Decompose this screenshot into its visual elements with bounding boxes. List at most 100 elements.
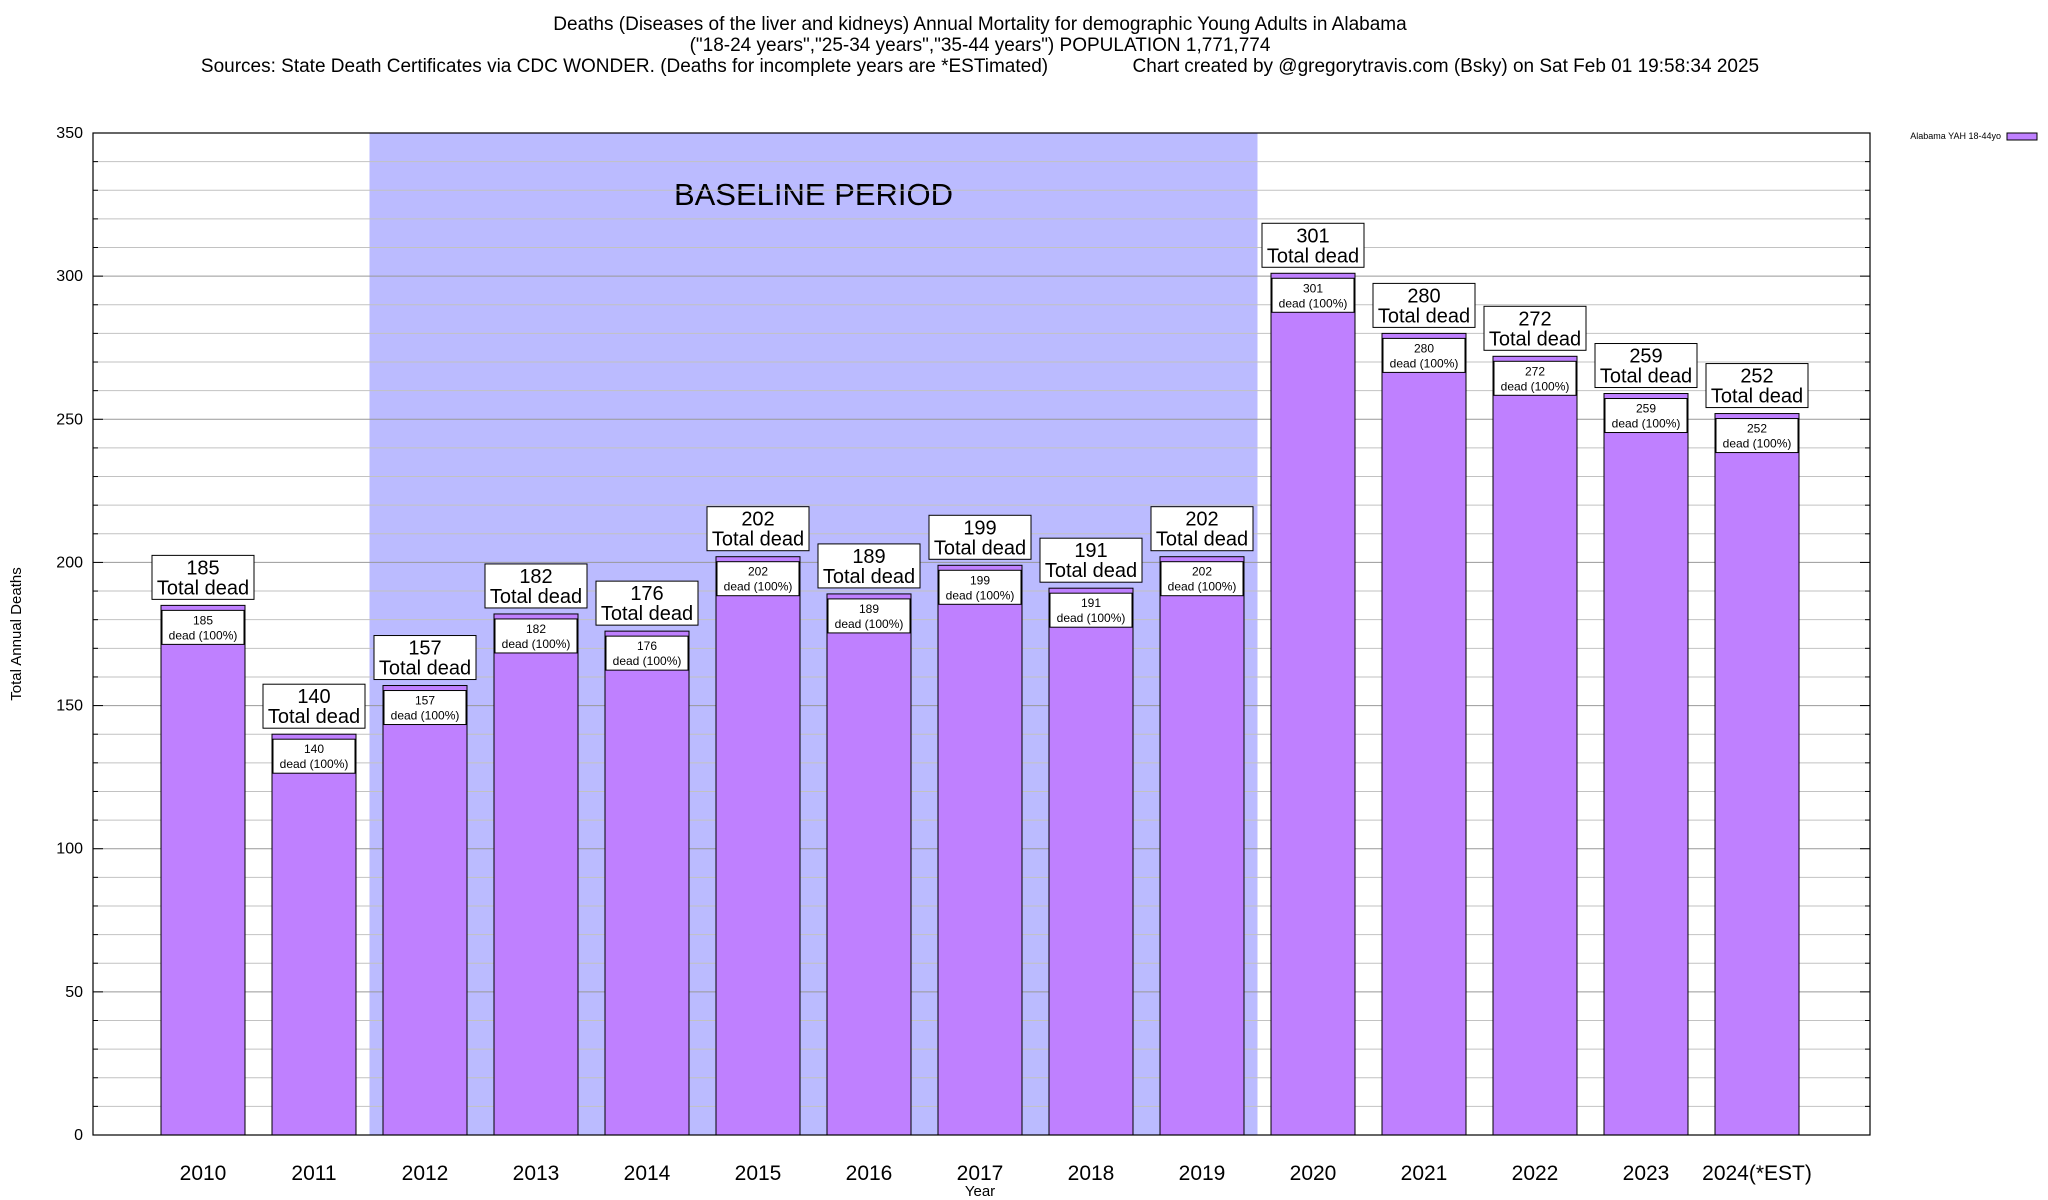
top-label-box — [262, 683, 366, 729]
x-tick-label: 2012 — [402, 1162, 449, 1185]
legend-label: Alabama YAH 18-44yo — [1910, 131, 2001, 141]
inner-value-label: 202 — [1192, 565, 1212, 579]
top-value-label: 189 — [852, 546, 885, 568]
top-value-label: 182 — [519, 566, 552, 588]
inner-caption-label: dead (100%) — [835, 617, 904, 631]
inner-label-box — [716, 561, 800, 597]
top-label-box — [1594, 343, 1698, 389]
inner-label-box — [1493, 360, 1577, 396]
inner-label-box — [1382, 337, 1466, 373]
plot-frame — [92, 132, 1871, 1136]
x-tick-label: 2011 — [291, 1162, 336, 1185]
x-tick-label: 2013 — [513, 1162, 560, 1185]
top-caption-label: Total dead — [1489, 328, 1581, 350]
top-caption-label: Total dead — [934, 537, 1026, 559]
top-label-box — [373, 635, 477, 681]
x-tick-label: 2022 — [1512, 1162, 1559, 1185]
top-caption-label: Total dead — [1045, 560, 1137, 582]
inner-caption-label: dead (100%) — [613, 654, 682, 668]
bar-2016 — [826, 593, 912, 1136]
top-label-box — [1705, 363, 1809, 409]
x-tick-label: 2010 — [180, 1162, 227, 1185]
x-tick-label: 2016 — [846, 1162, 893, 1185]
inner-label-box — [494, 618, 578, 654]
top-label-box — [595, 580, 699, 626]
inner-caption-label: dead (100%) — [1501, 379, 1570, 393]
inner-label-box — [827, 598, 911, 634]
inner-caption-label: dead (100%) — [724, 580, 793, 594]
top-label-box — [1483, 305, 1587, 351]
inner-caption-label: dead (100%) — [280, 757, 349, 771]
top-caption-label: Total dead — [490, 586, 582, 608]
inner-caption-label: dead (100%) — [502, 637, 571, 651]
top-value-label: 140 — [297, 686, 330, 708]
bar-2017 — [937, 564, 1023, 1136]
x-tick-label: 2018 — [1068, 1162, 1115, 1185]
inner-value-label: 176 — [637, 639, 657, 653]
top-value-label: 157 — [408, 638, 441, 660]
bar-2010 — [160, 604, 246, 1136]
inner-value-label: 157 — [415, 694, 435, 708]
chart-title-block: Deaths (Diseases of the liver and kidney… — [0, 14, 1960, 77]
top-label-box — [151, 554, 255, 600]
y-tick-label: 50 — [65, 984, 83, 1001]
inner-label-box — [1604, 398, 1688, 434]
inner-value-label: 189 — [859, 602, 879, 616]
top-value-label: 272 — [1518, 308, 1551, 330]
inner-value-label: 202 — [748, 565, 768, 579]
inner-caption-label: dead (100%) — [1279, 296, 1348, 310]
y-axis-title: Total Annual Deaths — [8, 567, 25, 700]
x-axis-title: Year — [965, 1183, 995, 1200]
top-value-label: 259 — [1629, 346, 1662, 368]
bar-2018 — [1048, 587, 1134, 1136]
top-value-label: 252 — [1740, 366, 1773, 388]
inner-value-label: 182 — [526, 622, 546, 636]
inner-caption-label: dead (100%) — [391, 709, 460, 723]
inner-label-box — [161, 609, 245, 645]
bar-2012 — [382, 685, 468, 1136]
bar-2020 — [1270, 272, 1356, 1136]
bar-2013 — [493, 613, 579, 1136]
top-caption-label: Total dead — [823, 566, 915, 588]
inner-label-box — [272, 738, 356, 774]
top-value-label: 176 — [630, 583, 663, 605]
top-label-box — [1039, 537, 1143, 583]
inner-label-box — [383, 690, 467, 726]
y-tick-label: 300 — [56, 268, 83, 285]
x-tick-label: 2015 — [735, 1162, 782, 1185]
top-caption-label: Total dead — [268, 706, 360, 728]
x-tick-label: 2020 — [1290, 1162, 1337, 1185]
top-label-box — [817, 543, 921, 589]
inner-caption-label: dead (100%) — [169, 628, 238, 642]
y-tick-label: 0 — [74, 1127, 83, 1144]
x-tick-label: 2021 — [1401, 1162, 1448, 1185]
top-value-label: 191 — [1074, 540, 1107, 562]
top-label-box — [928, 514, 1032, 560]
top-label-box — [1150, 506, 1254, 552]
top-value-label: 280 — [1407, 285, 1440, 307]
top-caption-label: Total dead — [379, 658, 471, 680]
top-caption-label: Total dead — [601, 603, 693, 625]
inner-label-box — [1715, 418, 1799, 454]
bar-2019 — [1159, 556, 1245, 1136]
bar-2015 — [715, 556, 801, 1136]
inner-value-label: 185 — [193, 613, 213, 627]
inner-caption-label: dead (100%) — [1168, 580, 1237, 594]
top-caption-label: Total dead — [1267, 245, 1359, 267]
top-label-box — [484, 563, 588, 609]
inner-label-box — [1049, 592, 1133, 628]
top-value-label: 185 — [186, 557, 219, 579]
inner-caption-label: dead (100%) — [1390, 356, 1459, 370]
top-caption-label: Total dead — [1711, 386, 1803, 408]
inner-value-label: 280 — [1414, 341, 1434, 355]
y-tick-label: 350 — [56, 125, 83, 142]
bar-2024(*EST) — [1714, 413, 1800, 1136]
bar-2014 — [604, 630, 690, 1136]
inner-value-label: 191 — [1081, 596, 1101, 610]
inner-value-label: 301 — [1303, 281, 1323, 295]
top-caption-label: Total dead — [1156, 529, 1248, 551]
inner-caption-label: dead (100%) — [1612, 417, 1681, 431]
top-caption-label: Total dead — [157, 577, 249, 599]
legend-swatch — [2006, 132, 2038, 141]
